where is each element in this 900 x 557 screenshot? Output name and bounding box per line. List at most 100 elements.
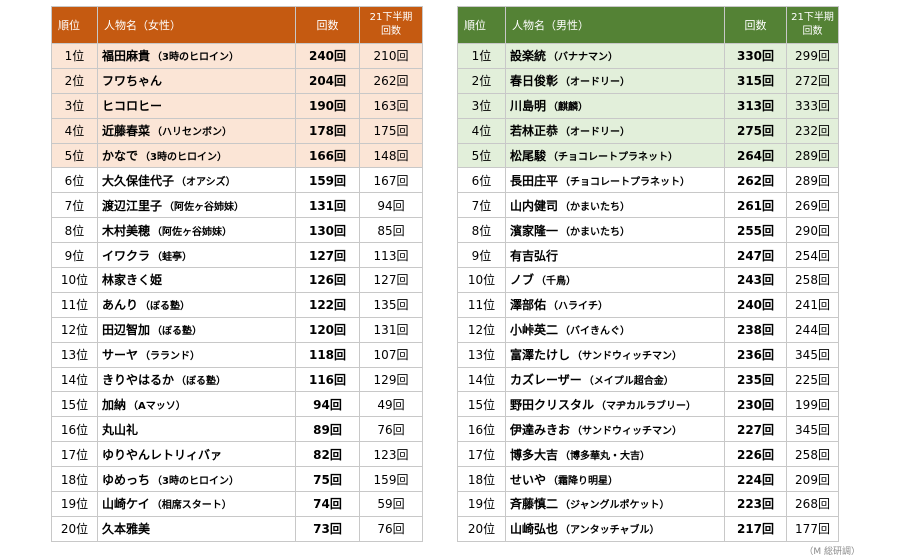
count-cell: 235回 bbox=[724, 366, 787, 393]
count-cell: 118回 bbox=[295, 341, 360, 368]
count-cell: 261回 bbox=[724, 192, 787, 219]
prev-count-cell: 175回 bbox=[359, 117, 423, 144]
name-cell: 山崎ケイ （相席スタート） bbox=[97, 491, 296, 517]
table-row: 8位 木村美穂 （阿佐ヶ谷姉妹） 130回 85回 bbox=[51, 217, 423, 244]
person-name: 富澤たけし bbox=[510, 348, 571, 363]
table-row: 11位 あんり （ぼる塾） 122回 135回 bbox=[51, 291, 423, 318]
table-row: 14位 きりやはるか （ぼる塾） 116回 129回 bbox=[51, 366, 423, 393]
rank-cell: 3位 bbox=[51, 92, 98, 119]
rank-cell: 6位 bbox=[51, 167, 98, 194]
prev-count-cell: 272回 bbox=[786, 67, 839, 94]
male-header-name: 人物名（男性） bbox=[505, 6, 725, 44]
count-cell: 178回 bbox=[295, 117, 360, 144]
affiliation: （チョコレートプラネット） bbox=[548, 152, 679, 163]
table-row: 5位 松尾駿 （チョコレートプラネット） 264回 289回 bbox=[457, 142, 839, 169]
prev-count-cell: 199回 bbox=[786, 391, 839, 418]
name-cell: 設楽統 （バナナマン） bbox=[505, 43, 725, 69]
person-name: 渡辺江里子 bbox=[102, 198, 163, 213]
name-cell: カズレーザー （メイプル超合金） bbox=[505, 366, 725, 393]
person-name: 若林正恭 bbox=[510, 124, 559, 139]
name-cell: 伊達みきお （サンドウィッチマン） bbox=[505, 416, 725, 443]
person-name: 福田麻貴 bbox=[102, 49, 151, 64]
count-cell: 240回 bbox=[724, 291, 787, 318]
person-name: ゆりやんレトリィバァ bbox=[102, 447, 223, 462]
affiliation: （サンドウィッチマン） bbox=[572, 425, 683, 437]
count-cell: 243回 bbox=[724, 267, 787, 293]
rank-cell: 8位 bbox=[457, 217, 506, 244]
rank-cell: 10位 bbox=[457, 267, 506, 293]
count-cell: 264回 bbox=[724, 142, 787, 169]
rank-cell: 19位 bbox=[51, 491, 98, 517]
person-name: カズレーザー bbox=[510, 373, 582, 388]
count-cell: 262回 bbox=[724, 167, 787, 194]
prev-count-cell: 345回 bbox=[786, 416, 839, 443]
prev-count-cell: 345回 bbox=[786, 341, 839, 368]
count-cell: 204回 bbox=[295, 67, 360, 94]
source-note: （M 総研調） bbox=[804, 547, 860, 557]
rank-cell: 15位 bbox=[51, 391, 98, 418]
name-cell: 大久保佳代子 （オアシズ） bbox=[97, 167, 296, 194]
prev-count-cell: 113回 bbox=[359, 242, 423, 269]
person-name: 設楽統 bbox=[510, 49, 547, 64]
rank-cell: 16位 bbox=[51, 416, 98, 443]
affiliation: （蛙亭） bbox=[152, 251, 193, 263]
person-name: 長田庄平 bbox=[510, 173, 559, 188]
name-cell: 田辺智加 （ぼる塾） bbox=[97, 316, 296, 343]
rank-cell: 1位 bbox=[51, 43, 98, 69]
rank-cell: 12位 bbox=[457, 316, 506, 343]
prev-count-cell: 107回 bbox=[359, 341, 423, 368]
person-name: 澤部佑 bbox=[510, 298, 547, 313]
name-cell: 博多大吉 （博多華丸・大吉） bbox=[505, 441, 725, 468]
rank-cell: 20位 bbox=[51, 515, 98, 542]
prev-count-cell: 289回 bbox=[786, 167, 839, 194]
person-name: 博多大吉 bbox=[510, 447, 559, 462]
prev-count-cell: 333回 bbox=[786, 92, 839, 119]
person-name: 小峠英二 bbox=[510, 323, 559, 338]
table-row: 9位 イワクラ （蛙亭） 127回 113回 bbox=[51, 242, 423, 269]
count-cell: 126回 bbox=[295, 267, 360, 293]
rank-cell: 3位 bbox=[457, 92, 506, 119]
count-cell: 247回 bbox=[724, 242, 787, 269]
rank-cell: 7位 bbox=[51, 192, 98, 219]
table-row: 12位 田辺智加 （ぼる塾） 120回 131回 bbox=[51, 316, 423, 343]
count-cell: 159回 bbox=[295, 167, 360, 194]
table-row: 15位 加納 （Aマッソ） 94回 49回 bbox=[51, 391, 423, 418]
count-cell: 131回 bbox=[295, 192, 360, 219]
female-header-count: 回数 bbox=[295, 6, 360, 44]
count-cell: 116回 bbox=[295, 366, 360, 393]
person-name: 野田クリスタル bbox=[510, 397, 595, 412]
name-cell: 澤部佑 （ハライチ） bbox=[505, 291, 725, 318]
table-row: 7位 渡辺江里子 （阿佐ヶ谷姉妹） 131回 94回 bbox=[51, 192, 423, 219]
rank-cell: 19位 bbox=[457, 491, 506, 517]
affiliation: （ジャングルポケット） bbox=[560, 500, 670, 512]
affiliation: （バイきんぐ） bbox=[560, 326, 631, 338]
affiliation: （かまいたち） bbox=[560, 201, 631, 213]
person-name: 斉藤慎二 bbox=[510, 497, 559, 512]
rank-cell: 14位 bbox=[51, 366, 98, 393]
female-header-prev-line1: 21下半期 bbox=[369, 12, 413, 23]
prev-count-cell: 148回 bbox=[359, 142, 423, 169]
name-cell: フワちゃん bbox=[97, 67, 296, 94]
name-cell: ゆりやんレトリィバァ bbox=[97, 441, 296, 468]
prev-count-cell: 289回 bbox=[786, 142, 839, 169]
person-name: 近藤春菜 bbox=[102, 124, 151, 139]
affiliation: （オードリー） bbox=[560, 77, 631, 89]
prev-count-cell: 76回 bbox=[359, 416, 423, 443]
table-row: 17位 博多大吉 （博多華丸・大吉） 226回 258回 bbox=[457, 441, 839, 468]
person-name: 田辺智加 bbox=[102, 323, 151, 338]
affiliation: （ラランド） bbox=[140, 351, 201, 363]
prev-count-cell: 244回 bbox=[786, 316, 839, 343]
person-name: あんり bbox=[102, 298, 139, 313]
table-row: 18位 せいや （霜降り明星） 224回 209回 bbox=[457, 466, 839, 493]
table-row: 1位 設楽統 （バナナマン） 330回 299回 bbox=[457, 43, 839, 69]
name-cell: 長田庄平 （チョコレートプラネット） bbox=[505, 167, 725, 194]
name-cell: きりやはるか （ぼる塾） bbox=[97, 366, 296, 393]
person-name: 久本雅美 bbox=[102, 522, 151, 537]
affiliation: （3時のヒロイン） bbox=[140, 152, 227, 163]
person-name: ヒコロヒー bbox=[102, 99, 163, 114]
prev-count-cell: 76回 bbox=[359, 515, 423, 542]
affiliation: （阿佐ヶ谷姉妹） bbox=[152, 226, 233, 238]
affiliation: （博多華丸・大吉） bbox=[560, 450, 651, 462]
rank-cell: 12位 bbox=[51, 316, 98, 343]
rank-cell: 4位 bbox=[457, 117, 506, 144]
